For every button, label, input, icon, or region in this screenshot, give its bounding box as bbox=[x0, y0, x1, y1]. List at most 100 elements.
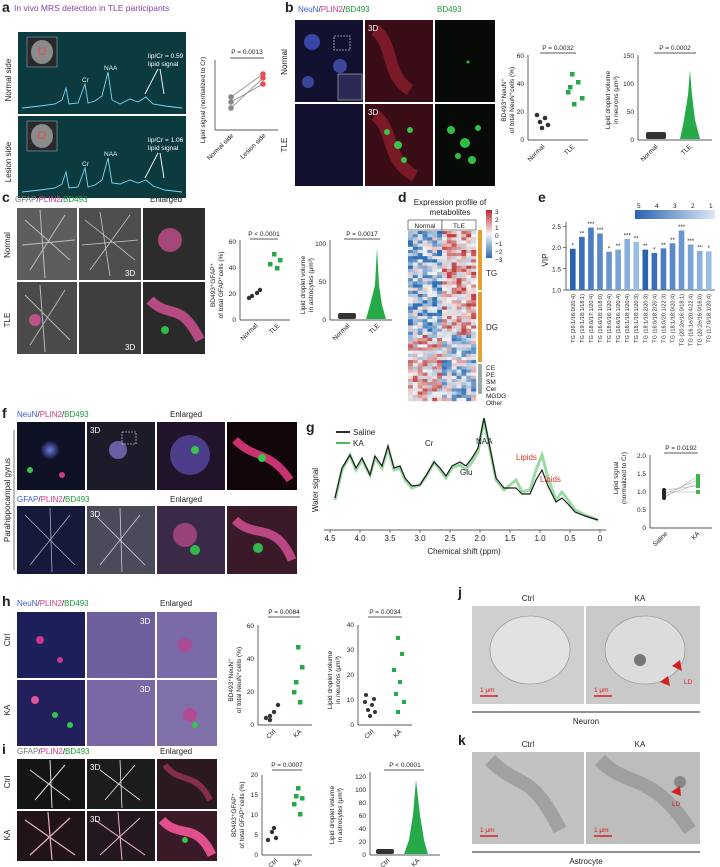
tag-3d: 3D bbox=[368, 108, 378, 117]
peak-lipids: Lipids bbox=[540, 475, 561, 484]
category-label: TG (20:2e/16:0/16:0) bbox=[698, 294, 704, 346]
chart-ld-volume-neurons-ka: Lipid droplet volumein neurons (μm³) 0 1… bbox=[327, 609, 412, 741]
svg-text:CE: CE bbox=[486, 365, 496, 372]
category-label: TG (16:0/20:1/22:3) bbox=[661, 294, 667, 343]
svg-text:40: 40 bbox=[359, 826, 367, 833]
panel-g: g Saline KA Water signal 4.5 4.0 3.5 3.0 2.5… bbox=[306, 417, 712, 556]
x-tick-label: 4.5 bbox=[324, 534, 336, 543]
x-tick-label: 1.0 bbox=[534, 534, 546, 543]
panel-c: c GFAP/PLIN2/BD493 Enlarged Normal TLE 3… bbox=[2, 189, 392, 354]
category-label: TG (16:0/18:2/20:4) bbox=[652, 294, 658, 343]
vip-bar bbox=[588, 227, 594, 290]
panel-letter: h bbox=[2, 593, 11, 609]
group-normal: Normal bbox=[415, 223, 437, 230]
svg-text:150: 150 bbox=[623, 53, 634, 60]
y-axis-label: Lipid droplet volumein neurons (μm³) bbox=[605, 71, 620, 130]
svg-text:10: 10 bbox=[251, 812, 259, 819]
row-label-ctrl: Ctrl bbox=[3, 634, 12, 647]
category-label: TG (19:1/18:1/18:1) bbox=[580, 294, 586, 343]
significance-label: ** bbox=[670, 238, 675, 244]
scale-label: 1 μm bbox=[480, 687, 495, 694]
color-scale bbox=[486, 210, 492, 258]
svg-text:0: 0 bbox=[630, 137, 634, 144]
tag-3d: 3D bbox=[368, 24, 378, 33]
chart-lipid-signal-ka: Lipid signal(normalized to Cr) 0 0.5 1.0… bbox=[613, 445, 712, 548]
enlarged-label: Enlarged bbox=[170, 410, 202, 419]
svg-text:KA: KA bbox=[292, 728, 304, 740]
vip-bar bbox=[696, 250, 703, 290]
svg-text:15: 15 bbox=[251, 792, 259, 799]
tag-3d: 3D bbox=[90, 426, 100, 435]
peak-naa: NAA bbox=[104, 151, 118, 158]
micrograph-enlarged bbox=[143, 282, 205, 354]
significance-label: * bbox=[608, 246, 611, 252]
x-tick-label: Normal side bbox=[206, 132, 236, 162]
ld-arrow bbox=[660, 660, 682, 686]
svg-text:5: 5 bbox=[637, 203, 641, 210]
vip-bar bbox=[633, 241, 640, 290]
panel-letter: e bbox=[538, 189, 546, 205]
y-tick-label: 1.5 bbox=[552, 266, 561, 273]
scale-label: 1 μm bbox=[480, 827, 495, 834]
svg-text:20: 20 bbox=[247, 689, 255, 696]
chart-bd493-gfap-tle: BD493⁺GFAP⁺of total GFAP⁺cells (%) 0 20 … bbox=[210, 231, 290, 342]
svg-text:−3: −3 bbox=[495, 257, 503, 264]
panel-letter: c bbox=[2, 189, 10, 205]
p-value: P = 0.0013 bbox=[231, 49, 263, 56]
data-point bbox=[260, 75, 266, 81]
svg-text:40: 40 bbox=[247, 656, 255, 663]
group-tle: TLE bbox=[453, 223, 466, 230]
data-point bbox=[228, 94, 234, 100]
svg-text:1.0: 1.0 bbox=[637, 489, 646, 496]
x-tick-label: 2.5 bbox=[444, 534, 456, 543]
svg-text:100: 100 bbox=[355, 787, 366, 794]
svg-text:0: 0 bbox=[250, 722, 254, 729]
significance-label: *** bbox=[587, 222, 595, 228]
tag-3d: 3D bbox=[90, 763, 100, 772]
svg-text:60: 60 bbox=[247, 623, 255, 630]
col-ka: KA bbox=[635, 594, 646, 603]
category-label: TG (18:1/18:1/20:3) bbox=[634, 294, 640, 343]
ld-label: LD bbox=[684, 679, 693, 686]
peak-cr: Cr bbox=[425, 439, 434, 448]
svg-text:Ctrl: Ctrl bbox=[265, 728, 277, 740]
single-channel-title: BD493 bbox=[437, 5, 462, 14]
chart-bd493-neun-tle: BD493⁺NeuN⁺of total NeuN⁺cells (%) 0 20 … bbox=[501, 45, 588, 163]
y-axis-label: VIP bbox=[541, 254, 550, 267]
y-axis-label: BD493⁺NeuN⁺of total NeuN⁺cells (%) bbox=[501, 67, 516, 133]
row-label-tle: TLE bbox=[280, 138, 289, 153]
spectrum-trace bbox=[21, 71, 183, 109]
svg-text:120: 120 bbox=[355, 774, 366, 781]
panel-letter: b bbox=[285, 0, 294, 15]
vip-bar bbox=[624, 239, 630, 290]
svg-text:Cer: Cer bbox=[486, 386, 497, 393]
scale-label: 1 μm bbox=[594, 687, 609, 694]
class-tg: TG bbox=[486, 269, 497, 278]
row-label-ka: KA bbox=[3, 704, 12, 715]
category-label: TG (18:0/16:1/20:4) bbox=[607, 294, 613, 343]
x-tick-label: 1.5 bbox=[504, 534, 516, 543]
svg-text:0: 0 bbox=[495, 233, 499, 240]
panel-letter: g bbox=[306, 419, 315, 435]
vip-bar bbox=[597, 233, 603, 290]
vip-bar bbox=[705, 251, 712, 290]
svg-text:100: 100 bbox=[315, 241, 326, 248]
category-label: TG (16:0/16:1/20:4) bbox=[616, 294, 622, 343]
category-label: TG (18:0/17:1/20:4) bbox=[589, 294, 595, 343]
row-label-normal: Normal bbox=[280, 49, 289, 75]
significance-label: * bbox=[572, 243, 575, 249]
svg-text:20: 20 bbox=[229, 291, 237, 298]
category-label: TG (17:0/18:1/20:4) bbox=[707, 294, 713, 343]
svg-text:KA: KA bbox=[410, 857, 422, 867]
panel-j: j Ctrl KA 1 μm 1 μm LD Neuron bbox=[457, 584, 700, 726]
p-value: P = 0.0007 bbox=[271, 762, 303, 769]
tag-3d: 3D bbox=[125, 343, 135, 352]
significance-label: *** bbox=[596, 228, 604, 234]
tag-3d: 3D bbox=[125, 269, 135, 278]
p-value: P = 0.0192 bbox=[665, 445, 697, 452]
svg-text:5: 5 bbox=[254, 832, 258, 839]
vip-bars: *TG (26:1/16:0/20:4)**TG (19:1/18:1/18:1… bbox=[570, 222, 713, 346]
y-axis-label: Lipid signal (normalized to Cr) bbox=[200, 57, 207, 143]
svg-text:60: 60 bbox=[229, 239, 237, 246]
